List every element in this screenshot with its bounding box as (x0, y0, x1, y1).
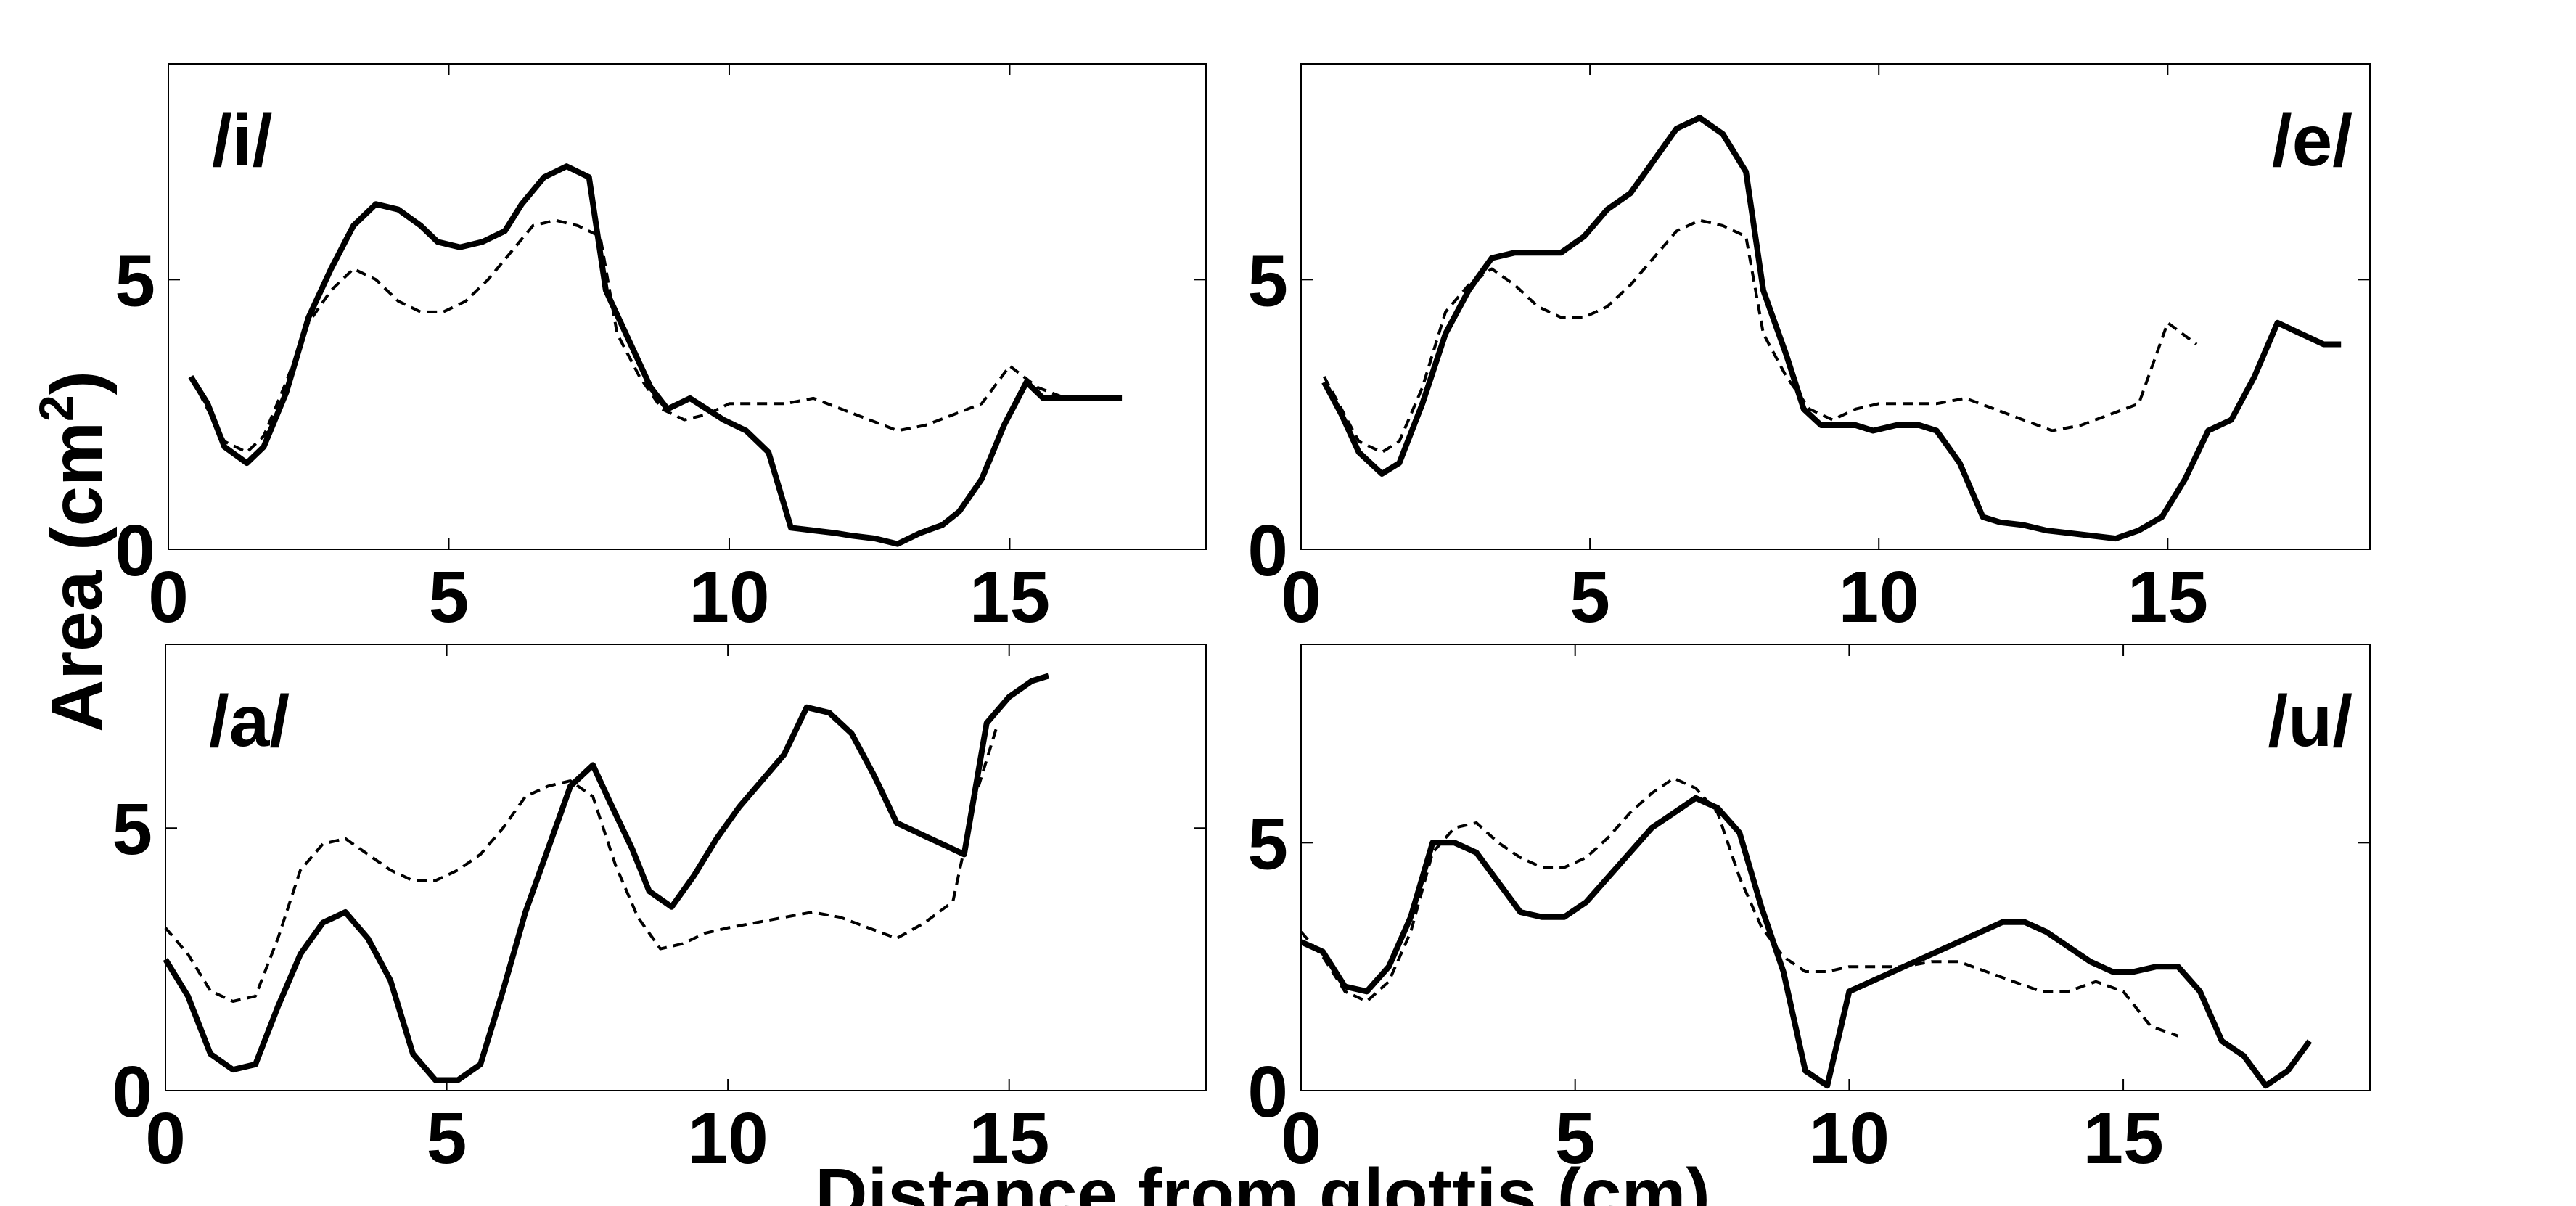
panel-3: 0 5 10 15 0 5/a/ (112, 644, 1207, 1179)
x-tick-label: 10 (689, 557, 769, 638)
y-tick-label: 0 (1247, 1051, 1288, 1133)
panel-frame (1300, 644, 2371, 1091)
y-axis-label: Area (cm2) (29, 371, 118, 732)
x-tick-label: 5 (427, 1098, 467, 1179)
x-axis-label: Distance from glottis (cm) (815, 1154, 1710, 1206)
x-tick-label: 15 (2128, 557, 2208, 638)
dashed-series-line (1323, 218, 2198, 454)
panel-label: /e/ (2272, 100, 2353, 181)
x-tick-label: 5 (429, 557, 469, 638)
solid-series-line (1321, 115, 2342, 542)
x-tick-label: 10 (688, 1098, 768, 1179)
x-tick-label: 5 (1555, 1098, 1596, 1179)
panel-frame (168, 63, 1207, 550)
y-tick-label: 0 (112, 1051, 152, 1133)
panel-1: 0 5 10 15 0 5/i/ (115, 63, 1207, 638)
panel-frame (1300, 63, 2371, 550)
x-tick-label: 15 (969, 1098, 1049, 1179)
x-tick-label: 5 (1570, 557, 1610, 638)
panel-4: 0 5 10 15 0 5/u/ (1247, 644, 2371, 1179)
y-tick-label: 5 (112, 789, 152, 870)
solid-series-line (1300, 795, 2313, 1089)
panel-label: /i/ (212, 100, 272, 181)
y-tick-label: 5 (115, 240, 155, 321)
solid-series-line (188, 163, 1123, 547)
x-tick-label: 0 (1281, 1098, 1321, 1179)
panel-frame (165, 644, 1207, 1091)
y-tick-label: 0 (115, 510, 155, 591)
solid-series-line (163, 673, 1050, 1083)
dashed-series-line (189, 218, 1067, 454)
x-tick-label: 0 (1281, 557, 1321, 638)
y-tick-label: 5 (1247, 803, 1288, 885)
dashed-series-line (1300, 776, 2179, 1038)
x-tick-label: 10 (1839, 557, 1919, 638)
x-tick-label: 10 (1809, 1098, 1890, 1179)
panel-2: 0 5 10 15 0 5/e/ (1247, 63, 2371, 638)
panel-label: /a/ (209, 681, 290, 762)
y-tick-label: 5 (1247, 240, 1288, 321)
panel-label: /u/ (2268, 681, 2353, 762)
y-tick-label: 0 (1247, 510, 1288, 591)
x-tick-label: 0 (148, 557, 189, 638)
x-tick-label: 0 (145, 1098, 186, 1179)
x-tick-label: 15 (2083, 1098, 2163, 1179)
x-tick-label: 15 (969, 557, 1050, 638)
